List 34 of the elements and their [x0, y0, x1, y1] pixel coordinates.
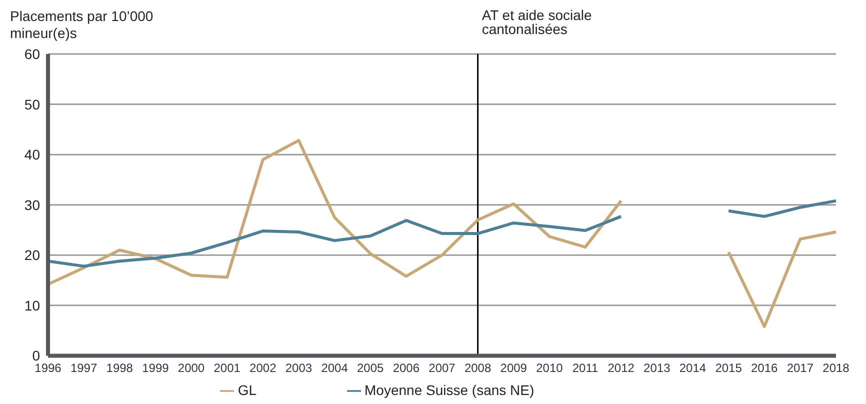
- x-tick-label: 2008: [464, 361, 492, 376]
- x-tick-label: 2011: [572, 361, 598, 376]
- y-tick-label: 50: [24, 96, 40, 112]
- x-tick-label: 2001: [214, 361, 241, 376]
- x-tick-label: 1996: [34, 361, 62, 376]
- legend-label: GL: [238, 382, 257, 398]
- y-tick-label: 20: [24, 247, 40, 264]
- x-tick-label: 2015: [715, 361, 742, 376]
- legend-label: Moyenne Suisse (sans NE): [364, 382, 534, 398]
- x-tick-label: 1997: [70, 361, 98, 376]
- x-tick-label: 2000: [178, 361, 205, 376]
- y-tick-label: 40: [24, 146, 40, 163]
- y-axis-title: Placements par 10’000 mineur(e)s: [10, 8, 154, 42]
- x-tick-label: 1998: [106, 361, 134, 376]
- x-tick-label: 2018: [822, 361, 850, 376]
- y-tick-label: 10: [24, 297, 40, 314]
- x-tick-label: 2009: [500, 361, 528, 376]
- x-tick-label: 2013: [644, 361, 671, 376]
- y-tick-label: 0: [32, 348, 40, 364]
- ref-line-label: AT et aide sociale cantonalisées: [482, 6, 592, 37]
- y-tick-label: 30: [24, 196, 40, 213]
- x-tick-label: 2003: [285, 361, 312, 376]
- x-tick-label: 2012: [608, 361, 635, 376]
- x-tick-label: 2017: [786, 361, 814, 376]
- x-tick-label: 2014: [679, 361, 706, 376]
- x-tick-label: 2004: [321, 361, 348, 376]
- x-tick-label: 2006: [392, 361, 420, 376]
- x-tick-label: 2010: [536, 361, 564, 376]
- y-tick-label: 60: [24, 46, 40, 62]
- x-tick-label: 2016: [751, 361, 778, 376]
- x-tick-label: 2007: [428, 361, 456, 376]
- x-tick-label: 2005: [357, 361, 384, 376]
- x-tick-label: 1999: [142, 361, 170, 376]
- x-tick-label: 2002: [250, 361, 277, 376]
